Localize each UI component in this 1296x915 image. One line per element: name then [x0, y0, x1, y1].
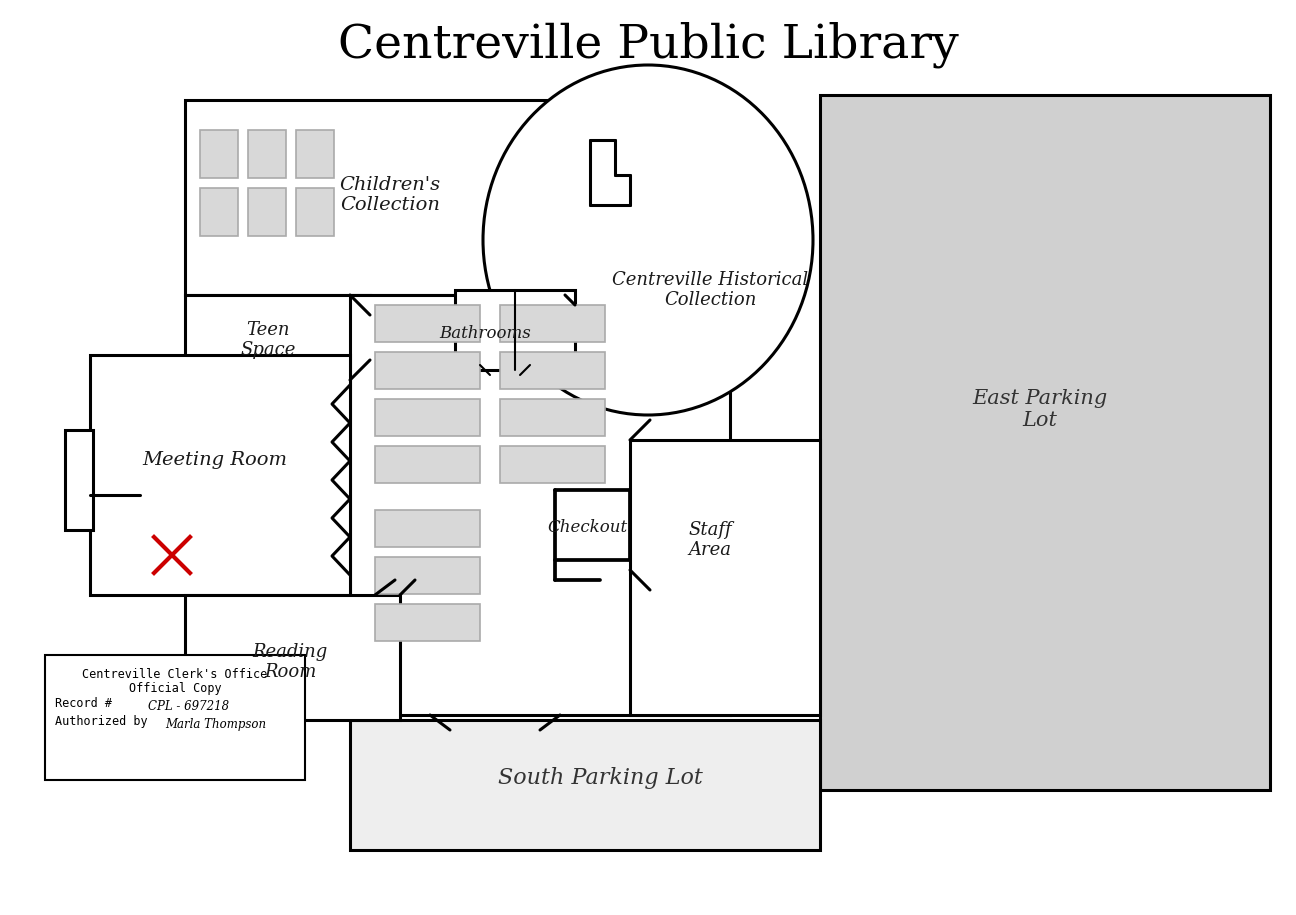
Bar — [820, 95, 1270, 790]
Bar — [200, 188, 238, 236]
Bar — [295, 130, 334, 178]
Bar — [500, 352, 605, 389]
Bar — [375, 399, 480, 436]
Bar — [500, 305, 605, 342]
Text: CPL - 697218: CPL - 697218 — [148, 700, 229, 713]
Text: Staff
Area: Staff Area — [688, 521, 732, 559]
Text: Children's
Collection: Children's Collection — [340, 176, 441, 214]
Text: Centreville Clerk's Office: Centreville Clerk's Office — [83, 668, 268, 681]
Text: Checkout: Checkout — [547, 519, 627, 535]
Text: Bathrooms: Bathrooms — [439, 325, 531, 341]
Bar — [185, 100, 730, 295]
Bar — [375, 446, 480, 483]
Bar — [375, 557, 480, 594]
Text: Centreville Historical
Collection: Centreville Historical Collection — [612, 271, 809, 309]
Text: Marla Thompson: Marla Thompson — [165, 718, 266, 731]
Bar — [500, 446, 605, 483]
Bar — [375, 604, 480, 641]
Bar — [350, 720, 820, 850]
Bar — [89, 355, 350, 595]
Bar — [455, 290, 575, 370]
Bar — [200, 130, 238, 178]
Bar — [375, 352, 480, 389]
Bar — [45, 655, 305, 780]
Bar — [500, 399, 605, 436]
Text: Centreville Public Library: Centreville Public Library — [338, 22, 958, 69]
Text: Meeting Room: Meeting Room — [143, 451, 288, 469]
Text: Record #: Record # — [54, 697, 111, 710]
Text: South Parking Lot: South Parking Lot — [498, 767, 702, 789]
Bar — [350, 295, 730, 715]
Text: Authorized by: Authorized by — [54, 715, 148, 728]
Text: Reading
Room: Reading Room — [253, 642, 328, 682]
Bar — [295, 188, 334, 236]
Bar — [185, 295, 369, 390]
Bar — [248, 188, 286, 236]
Bar — [65, 430, 93, 530]
Bar — [375, 305, 480, 342]
Ellipse shape — [483, 65, 813, 415]
Text: East Parking
Lot: East Parking Lot — [972, 390, 1108, 430]
Bar — [185, 595, 400, 720]
Bar — [375, 510, 480, 547]
Bar — [630, 440, 820, 715]
Text: Official Copy: Official Copy — [128, 682, 222, 695]
Text: Teen
Space: Teen Space — [240, 320, 295, 360]
Bar — [248, 130, 286, 178]
